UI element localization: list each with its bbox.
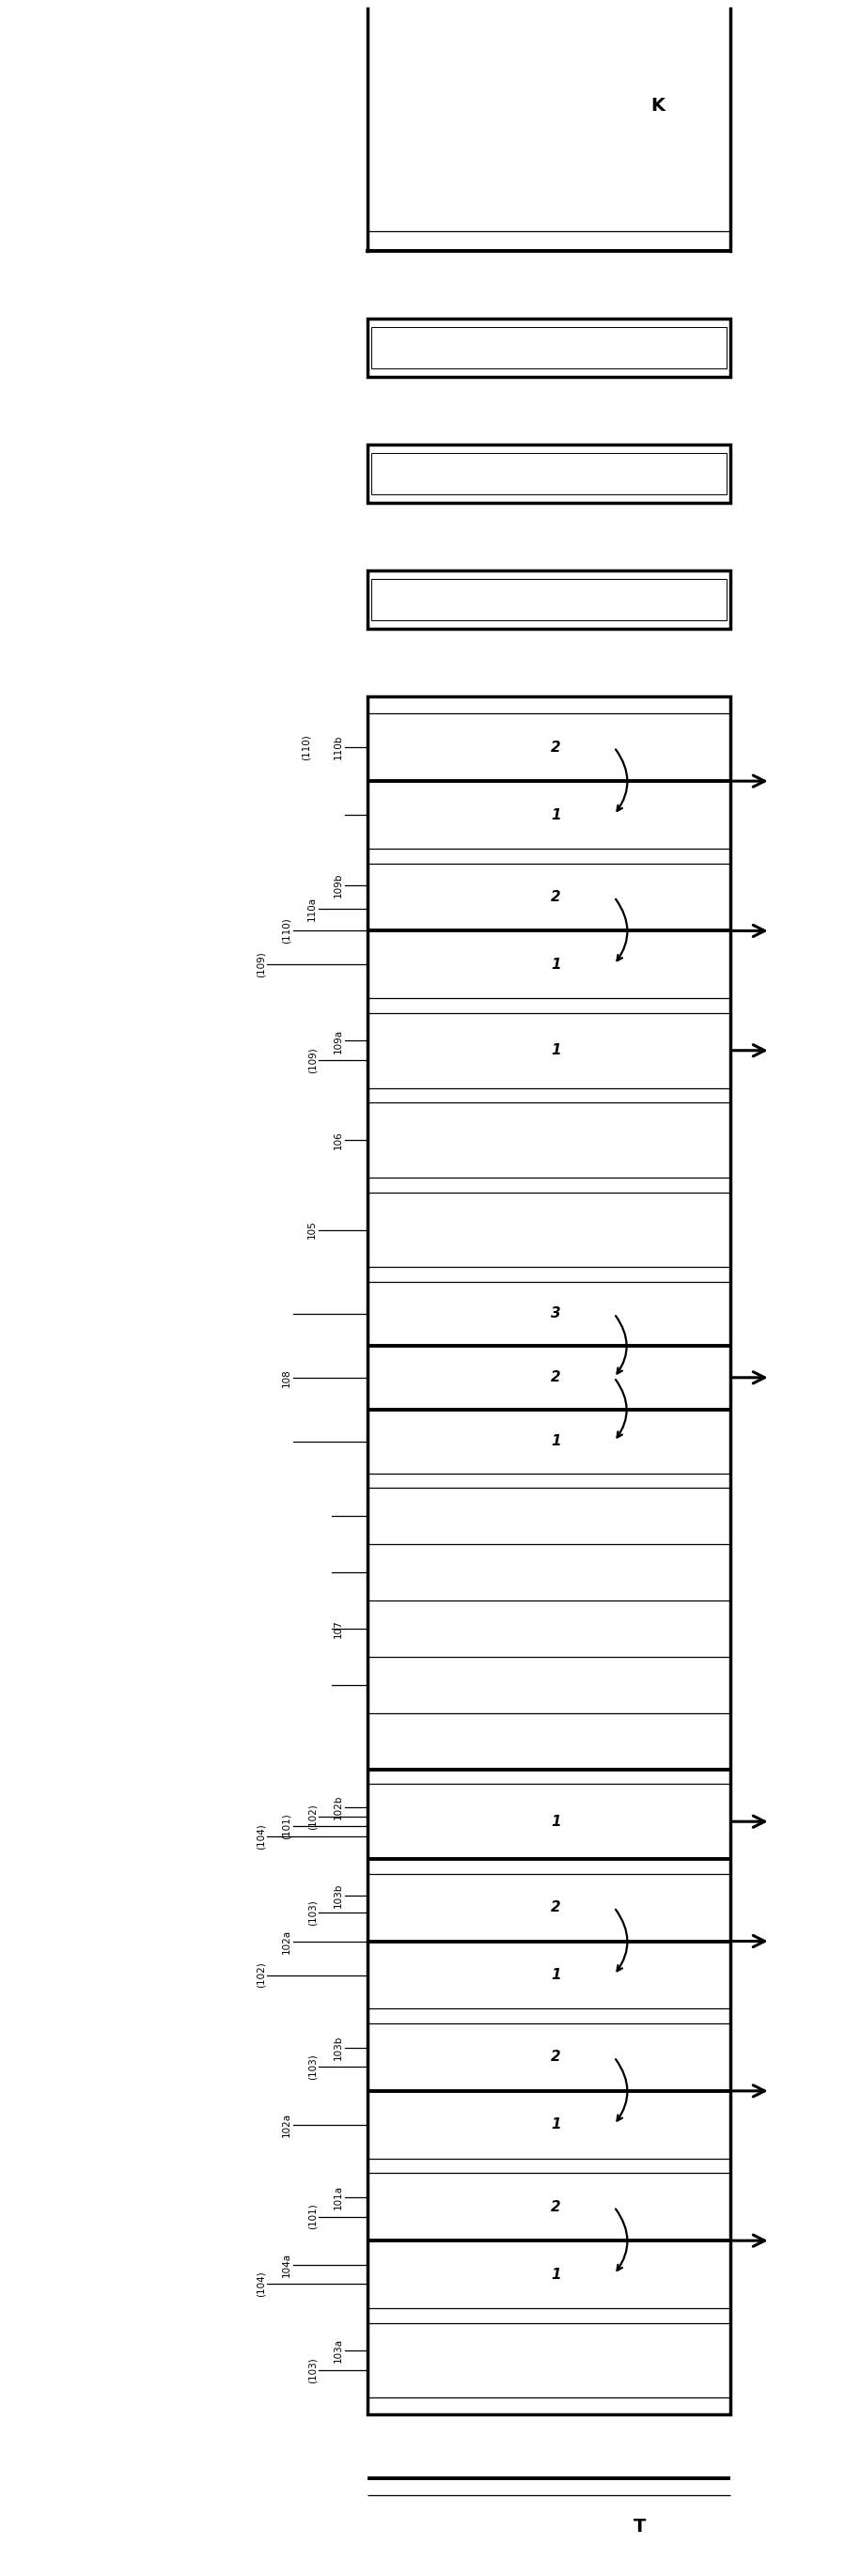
Text: (103): (103): [308, 2053, 317, 2079]
Text: 2: 2: [551, 2200, 561, 2213]
Text: 1: 1: [551, 2267, 561, 2282]
Bar: [371, 580, 727, 621]
Text: (102): (102): [308, 1803, 317, 1829]
Text: 1: 1: [551, 1814, 561, 1829]
Text: 1: 1: [551, 809, 561, 822]
Text: 2: 2: [551, 739, 561, 755]
Text: 109a: 109a: [334, 1028, 343, 1054]
Text: (109): (109): [256, 951, 265, 979]
Text: (101): (101): [281, 1814, 292, 1839]
Text: 103a: 103a: [334, 2339, 343, 2362]
Text: 110b: 110b: [334, 734, 343, 760]
Text: 3: 3: [551, 1306, 561, 1321]
Bar: [371, 327, 727, 368]
Text: 103b: 103b: [334, 2035, 343, 2061]
Text: 1: 1: [551, 1043, 561, 1059]
Text: K: K: [651, 95, 665, 113]
Text: (102): (102): [256, 1963, 265, 1989]
Text: (103): (103): [308, 2357, 317, 2383]
Text: (103): (103): [308, 1899, 317, 1924]
Bar: [368, 319, 730, 376]
Text: 103b: 103b: [334, 1883, 343, 1909]
Text: 2: 2: [551, 1901, 561, 1914]
Text: 2: 2: [551, 2050, 561, 2063]
Bar: [368, 572, 730, 629]
Text: 106: 106: [334, 1131, 343, 1149]
Text: (110): (110): [281, 917, 292, 943]
Text: (104): (104): [256, 1824, 265, 1850]
Text: 105: 105: [308, 1221, 317, 1239]
Text: 102a: 102a: [281, 1929, 292, 1953]
Bar: [371, 453, 727, 495]
Text: 1: 1: [551, 2117, 561, 2133]
Text: 101a: 101a: [334, 2184, 343, 2210]
Text: 1: 1: [551, 958, 561, 971]
Text: 2: 2: [551, 1370, 561, 1386]
Text: (101): (101): [308, 2202, 317, 2231]
Text: (104): (104): [256, 2272, 265, 2298]
Text: 107: 107: [334, 1620, 343, 1638]
Text: T: T: [633, 2517, 646, 2535]
Text: 102b: 102b: [334, 1795, 343, 1819]
Text: 1: 1: [551, 1435, 561, 1448]
Bar: [368, 446, 730, 502]
Text: 102a: 102a: [281, 2112, 292, 2138]
Text: (109): (109): [308, 1046, 317, 1074]
Bar: [368, 696, 730, 2414]
Text: 104a: 104a: [281, 2251, 292, 2277]
Text: 108: 108: [281, 1368, 292, 1386]
Text: 109b: 109b: [334, 873, 343, 896]
Text: 2: 2: [551, 889, 561, 904]
Text: (110): (110): [301, 734, 311, 760]
Text: 110a: 110a: [308, 896, 317, 922]
Text: 1: 1: [551, 1968, 561, 1981]
